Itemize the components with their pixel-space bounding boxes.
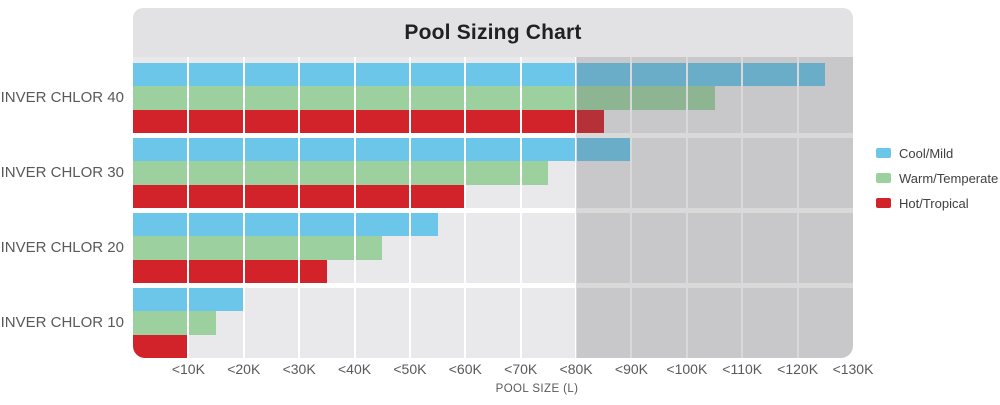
x-tick-label: <30K: [282, 361, 316, 377]
bar-inver-chlor-20-warm-temperate: [133, 236, 383, 260]
x-axis-title: POOL SIZE (L): [495, 383, 579, 395]
bar-inver-chlor-30-cool-mild: [133, 138, 632, 162]
chart-title: Pool Sizing Chart: [404, 20, 582, 44]
x-tick-label: <90K: [614, 361, 648, 377]
category-label-inver-chlor-10: INVER CHLOR 10: [0, 314, 124, 331]
legend-item-cool-mild: Cool/Mild: [876, 145, 998, 161]
plot-area: [133, 57, 853, 358]
bar-inver-chlor-20-hot-tropical: [133, 259, 327, 283]
x-tick-label: <130K: [832, 361, 874, 377]
oversize-region-overlay: [576, 57, 853, 358]
gridline: [353, 57, 356, 358]
category-label-inver-chlor-40: INVER CHLOR 40: [0, 89, 124, 106]
legend-label: Cool/Mild: [899, 145, 954, 161]
x-tick-label: <60K: [448, 361, 482, 377]
x-tick-label: <120K: [777, 361, 819, 377]
group-separator: [133, 208, 853, 213]
chart-title-band: Pool Sizing Chart: [133, 8, 853, 57]
x-tick-label: <50K: [393, 361, 427, 377]
bar-inver-chlor-20-cool-mild: [133, 213, 438, 237]
gridline: [519, 57, 522, 358]
bar-inver-chlor-10-hot-tropical: [133, 334, 189, 358]
legend-swatch-icon: [876, 198, 891, 208]
gridline: [464, 57, 467, 358]
gridline: [298, 57, 301, 358]
group-separator: [133, 133, 853, 138]
gridline: [242, 57, 245, 358]
category-label-inver-chlor-20: INVER CHLOR 20: [0, 239, 124, 256]
x-tick-label: <20K: [227, 361, 261, 377]
gridline: [685, 57, 688, 358]
legend-item-warm-temperate: Warm/Temperate: [876, 170, 999, 186]
bar-inver-chlor-40-hot-tropical: [133, 109, 604, 133]
gridline: [741, 57, 744, 358]
bar-inver-chlor-10-warm-temperate: [133, 311, 217, 335]
bar-inver-chlor-40-warm-temperate: [133, 86, 715, 110]
gridline: [796, 57, 799, 358]
gridline: [408, 57, 411, 358]
gridline: [630, 57, 633, 358]
x-tick-label: <110K: [722, 361, 763, 377]
gridline: [575, 57, 578, 358]
category-label-inver-chlor-30: INVER CHLOR 30: [0, 164, 124, 181]
legend-label: Hot/Tropical: [899, 195, 969, 211]
bar-inver-chlor-40-cool-mild: [133, 63, 826, 87]
x-tick-label: <10K: [171, 361, 205, 377]
legend-label: Warm/Temperate: [899, 170, 999, 186]
gridline: [187, 57, 190, 358]
x-tick-label: <80K: [559, 361, 593, 377]
legend-swatch-icon: [876, 173, 891, 183]
legend-item-hot-tropical: Hot/Tropical: [876, 195, 998, 211]
legend-swatch-icon: [876, 148, 891, 158]
group-separator: [133, 283, 853, 288]
legend: Cool/Mild Warm/Temperate Hot/Tropical: [876, 146, 998, 221]
x-tick-label: <40K: [337, 361, 372, 377]
bar-inver-chlor-30-warm-temperate: [133, 161, 549, 185]
x-tick-label: <70K: [504, 361, 538, 377]
x-tick-label: <100K: [666, 361, 708, 377]
